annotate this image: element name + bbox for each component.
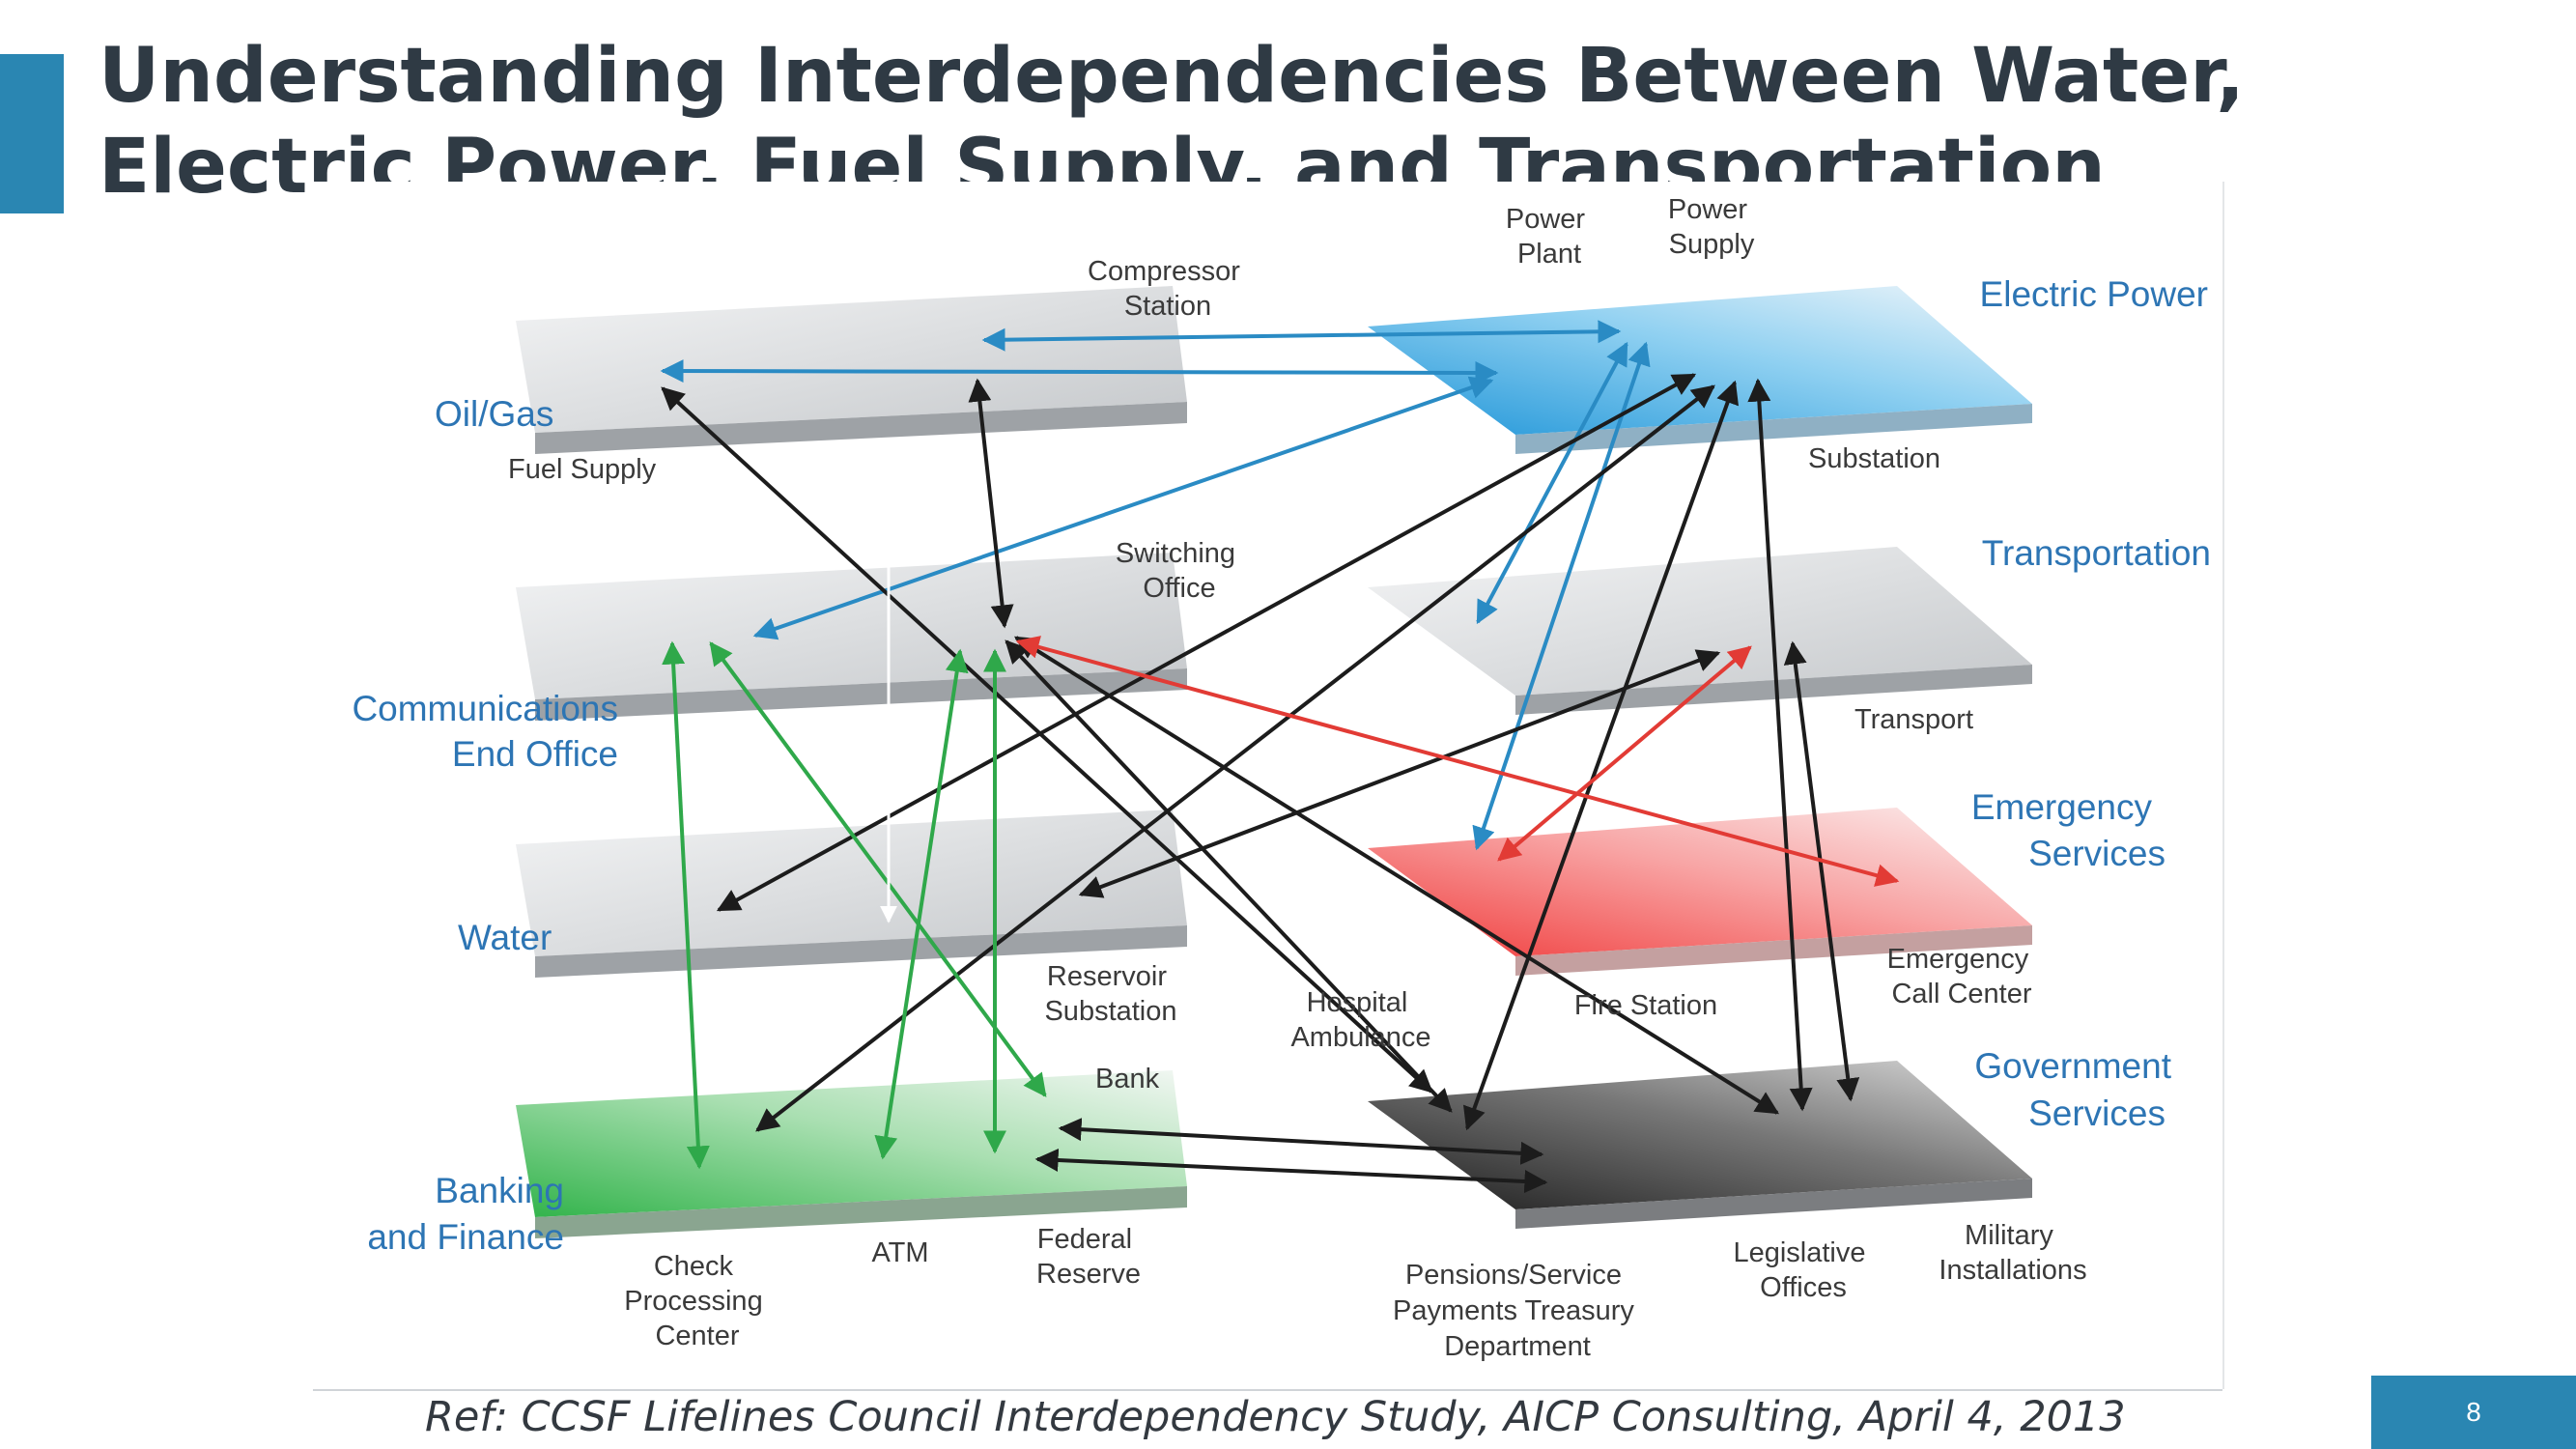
label-electric-power: Electric Power: [1980, 274, 2208, 314]
label-bank: Bank: [1095, 1064, 1160, 1094]
label-emergency-services: Services: [2028, 834, 2166, 873]
title-accent-bar: [0, 54, 64, 213]
label-legislative-offices: Legislative Offices: [1733, 1237, 1873, 1303]
label-fuel-supply: Fuel Supply: [508, 454, 657, 485]
label-reservoir-substation: Reservoir Substation: [1044, 961, 1176, 1027]
label-power-plant: Power Plant: [1506, 204, 1593, 270]
label-oil-gas: Oil/Gas: [435, 394, 553, 434]
label-substation: Substation: [1808, 443, 1940, 474]
label-communications: Communications: [352, 689, 618, 728]
label-end-office: End Office: [452, 734, 618, 774]
slide-title: Understanding Interdependencies Between …: [99, 33, 2245, 211]
arrows-banking: [662, 640, 1047, 1170]
label-government-services: Services: [2028, 1094, 2166, 1133]
arrows-emergency: [1015, 636, 1900, 887]
label-federal-reserve: Federal Reserve: [1036, 1224, 1141, 1290]
label-emergency: Emergency: [1971, 787, 2153, 827]
label-pensions-treasury: Pensions/Service Payments Treasury Depar…: [1393, 1260, 1642, 1362]
label-hospital-ambulance: Hospital Ambulance: [1290, 987, 1430, 1053]
arrows-black: [661, 373, 1860, 1194]
plane-electric-power: [1368, 286, 2032, 454]
page-number: 8: [2371, 1376, 2576, 1449]
label-water: Water: [458, 918, 552, 957]
label-fire-station: Fire Station: [1574, 990, 1717, 1021]
label-transport: Transport: [1854, 704, 1973, 735]
label-check-processing-center: Check Processing Center: [624, 1251, 771, 1351]
label-transportation: Transportation: [1982, 533, 2211, 573]
label-emergency-call-center: Emergency Call Center: [1887, 944, 2037, 1009]
reference-citation: Ref: CCSF Lifelines Council Interdepende…: [425, 1393, 2126, 1441]
plane-government-services: [1368, 1061, 2032, 1229]
label-banking: Banking: [435, 1171, 564, 1210]
diagram-canvas: Oil/Gas Communications End Office Water …: [352, 194, 2211, 1362]
interdependency-diagram: Oil/Gas Communications End Office Water …: [313, 182, 2224, 1389]
plane-banking: [516, 1070, 1187, 1238]
label-and-finance: and Finance: [367, 1217, 564, 1257]
label-military-installations: Military Installations: [1939, 1220, 2086, 1286]
label-atm: ATM: [871, 1237, 928, 1268]
label-switching-office: Switching Office: [1116, 538, 1243, 604]
label-power-supply: Power Supply: [1668, 194, 1755, 260]
label-government: Government: [1974, 1046, 2171, 1086]
label-compressor-station: Compressor Station: [1088, 256, 1248, 322]
reference-divider: [313, 1389, 2222, 1391]
